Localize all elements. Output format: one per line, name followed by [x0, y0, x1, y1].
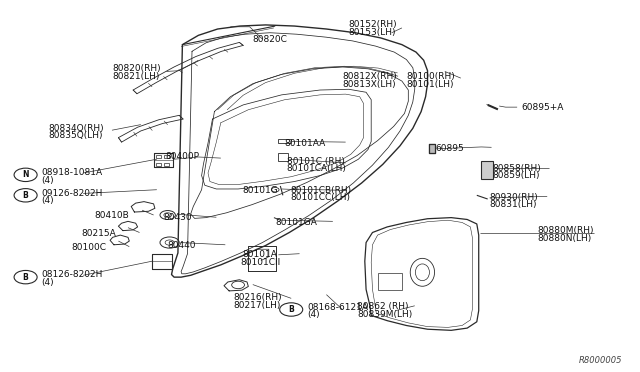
Text: 80859(LH): 80859(LH) [493, 171, 540, 180]
Text: 09126-8202H: 09126-8202H [42, 189, 103, 198]
Bar [278, 153, 288, 161]
Text: 80101GA: 80101GA [275, 218, 317, 227]
Text: 80813X(LH): 80813X(LH) [342, 80, 396, 89]
Text: 60895+A: 60895+A [522, 103, 564, 112]
Text: 80831(LH): 80831(LH) [490, 200, 537, 209]
Circle shape [280, 303, 303, 316]
Text: 80834Q(RH): 80834Q(RH) [48, 124, 104, 133]
Text: 80152(RH): 80152(RH) [349, 20, 397, 29]
Text: N: N [22, 170, 29, 179]
Text: (4): (4) [307, 310, 320, 319]
Text: 80101AA: 80101AA [285, 139, 326, 148]
Circle shape [14, 189, 37, 202]
Text: 80101C (RH): 80101C (RH) [287, 157, 344, 166]
Text: 80440: 80440 [167, 241, 196, 250]
Text: 80101G: 80101G [242, 186, 278, 195]
Text: 80820(RH): 80820(RH) [112, 64, 161, 73]
Text: 60895: 60895 [435, 144, 464, 153]
Text: 08168-6121A: 08168-6121A [307, 303, 368, 312]
Text: 80930(RH): 80930(RH) [490, 193, 538, 202]
Text: 80839M(LH): 80839M(LH) [357, 310, 412, 319]
Text: 80101CA(LH): 80101CA(LH) [287, 164, 347, 173]
Circle shape [14, 168, 37, 182]
Text: (4): (4) [42, 196, 54, 205]
Polygon shape [429, 144, 435, 153]
Text: 80821(LH): 80821(LH) [112, 72, 159, 81]
Text: 80101CB(RH): 80101CB(RH) [290, 186, 351, 195]
Text: (4): (4) [42, 278, 54, 287]
Text: 80820C: 80820C [253, 35, 287, 44]
Text: 80100(RH): 80100(RH) [406, 72, 455, 81]
Text: B: B [23, 273, 28, 282]
Text: 80216(RH): 80216(RH) [234, 293, 282, 302]
Text: 80101(LH): 80101(LH) [406, 80, 454, 89]
Text: 80101A: 80101A [242, 250, 276, 259]
Text: B: B [23, 191, 28, 200]
Text: 80862 (RH): 80862 (RH) [357, 302, 408, 311]
Text: B: B [289, 305, 294, 314]
Circle shape [14, 270, 37, 284]
Text: 80858(RH): 80858(RH) [493, 164, 541, 173]
Text: (4): (4) [42, 176, 54, 185]
Bar [278, 139, 291, 143]
Text: 80153(LH): 80153(LH) [349, 28, 396, 37]
Text: 80430: 80430 [163, 213, 192, 222]
Text: 80410B: 80410B [95, 211, 129, 220]
Text: R8000005: R8000005 [579, 356, 623, 365]
Text: 80101CII: 80101CII [240, 258, 280, 267]
Text: 08126-8202H: 08126-8202H [42, 270, 103, 279]
Bar [164, 163, 169, 166]
Bar [156, 155, 161, 158]
Bar [164, 155, 169, 158]
Bar [378, 273, 402, 290]
Bar [481, 161, 493, 179]
Bar [156, 163, 161, 166]
Text: 80100C: 80100C [72, 243, 107, 252]
Text: 80101CC(LH): 80101CC(LH) [290, 193, 350, 202]
Text: 80880M(RH): 80880M(RH) [538, 226, 594, 235]
Text: 80812X(RH): 80812X(RH) [342, 72, 397, 81]
Text: 08918-1081A: 08918-1081A [42, 168, 103, 177]
Text: 80400P: 80400P [165, 153, 199, 161]
Text: 80880N(LH): 80880N(LH) [538, 234, 592, 243]
Text: 80215A: 80215A [81, 229, 116, 238]
Text: 80217(LH): 80217(LH) [234, 301, 281, 310]
Text: 80835Q(LH): 80835Q(LH) [48, 131, 102, 140]
